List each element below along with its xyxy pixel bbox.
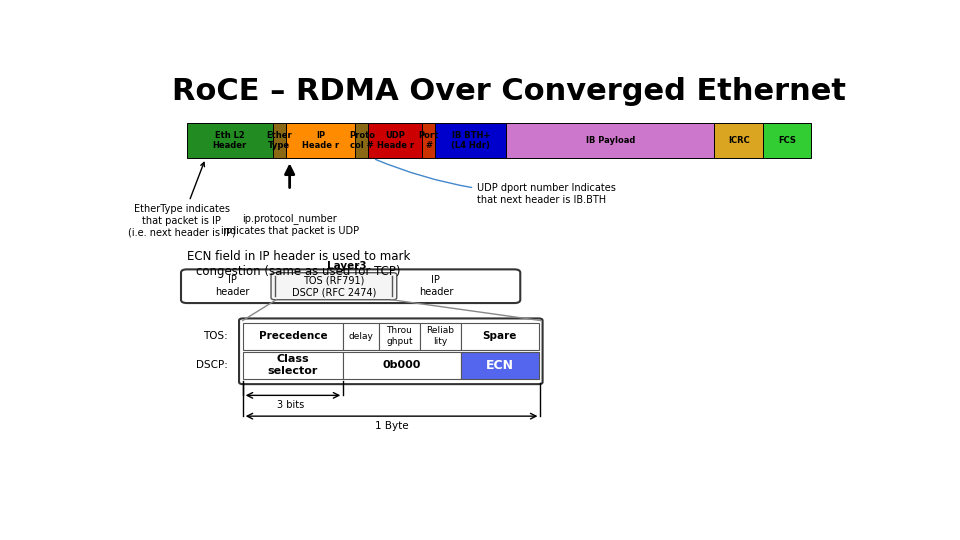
FancyBboxPatch shape [763, 123, 811, 158]
Text: TOS:: TOS: [204, 331, 228, 341]
Text: IP
header: IP header [419, 275, 453, 297]
Text: IP
header: IP header [215, 275, 250, 297]
Text: Precedence: Precedence [258, 331, 327, 341]
FancyBboxPatch shape [273, 123, 286, 158]
FancyBboxPatch shape [344, 352, 461, 379]
Text: IB BTH+
(L4 Hdr): IB BTH+ (L4 Hdr) [451, 131, 491, 150]
FancyBboxPatch shape [436, 123, 506, 158]
FancyBboxPatch shape [355, 123, 369, 158]
Text: Proto
col #: Proto col # [348, 131, 374, 150]
Text: Eth L2
Header: Eth L2 Header [212, 131, 247, 150]
FancyBboxPatch shape [187, 123, 273, 158]
Text: ECN field in IP header is used to mark
congestion (same as used for TCP): ECN field in IP header is used to mark c… [187, 250, 410, 278]
Text: ip.protocol_number
indicates that packet is UDP: ip.protocol_number indicates that packet… [221, 213, 359, 236]
Text: 1 Byte: 1 Byte [374, 421, 408, 431]
FancyBboxPatch shape [420, 322, 461, 349]
Text: UDP
Heade r: UDP Heade r [376, 131, 414, 150]
Text: 0b000: 0b000 [383, 360, 421, 370]
Text: IB Payload: IB Payload [586, 136, 635, 145]
FancyBboxPatch shape [506, 123, 714, 158]
FancyBboxPatch shape [369, 123, 422, 158]
Text: ICRC: ICRC [728, 136, 750, 145]
Text: 3 bits: 3 bits [277, 400, 304, 409]
Text: Ether
Type: Ether Type [266, 131, 292, 150]
FancyBboxPatch shape [243, 352, 344, 379]
FancyBboxPatch shape [286, 123, 355, 158]
Text: ECN: ECN [486, 359, 514, 372]
Text: EtherType indicates
that packet is IP
(i.e. next header is IP): EtherType indicates that packet is IP (i… [128, 163, 235, 237]
Text: UDP dport number Indicates
that next header is IB.BTH: UDP dport number Indicates that next hea… [375, 159, 616, 205]
Text: IP
Heade r: IP Heade r [302, 131, 339, 150]
Text: Spare: Spare [483, 331, 517, 341]
FancyBboxPatch shape [344, 322, 379, 349]
Text: Throu
ghput: Throu ghput [386, 326, 413, 346]
Text: Layer3: Layer3 [327, 261, 367, 272]
Text: Reliab
lity: Reliab lity [426, 326, 454, 346]
FancyBboxPatch shape [461, 352, 539, 379]
Text: RoCE – RDMA Over Converged Ethernet: RoCE – RDMA Over Converged Ethernet [172, 77, 846, 106]
Text: delay: delay [348, 332, 373, 341]
Text: TOS (RF791)
DSCP (RFC 2474): TOS (RF791) DSCP (RFC 2474) [292, 275, 376, 297]
FancyBboxPatch shape [239, 319, 542, 384]
FancyBboxPatch shape [422, 123, 436, 158]
FancyBboxPatch shape [181, 269, 520, 303]
FancyBboxPatch shape [271, 273, 396, 300]
FancyBboxPatch shape [714, 123, 763, 158]
Text: Class
selector: Class selector [268, 354, 318, 376]
Text: FCS: FCS [778, 136, 796, 145]
FancyBboxPatch shape [461, 322, 539, 349]
FancyBboxPatch shape [243, 322, 344, 349]
Text: Port
#: Port # [419, 131, 439, 150]
FancyBboxPatch shape [379, 322, 420, 349]
Text: DSCP:: DSCP: [196, 360, 228, 370]
